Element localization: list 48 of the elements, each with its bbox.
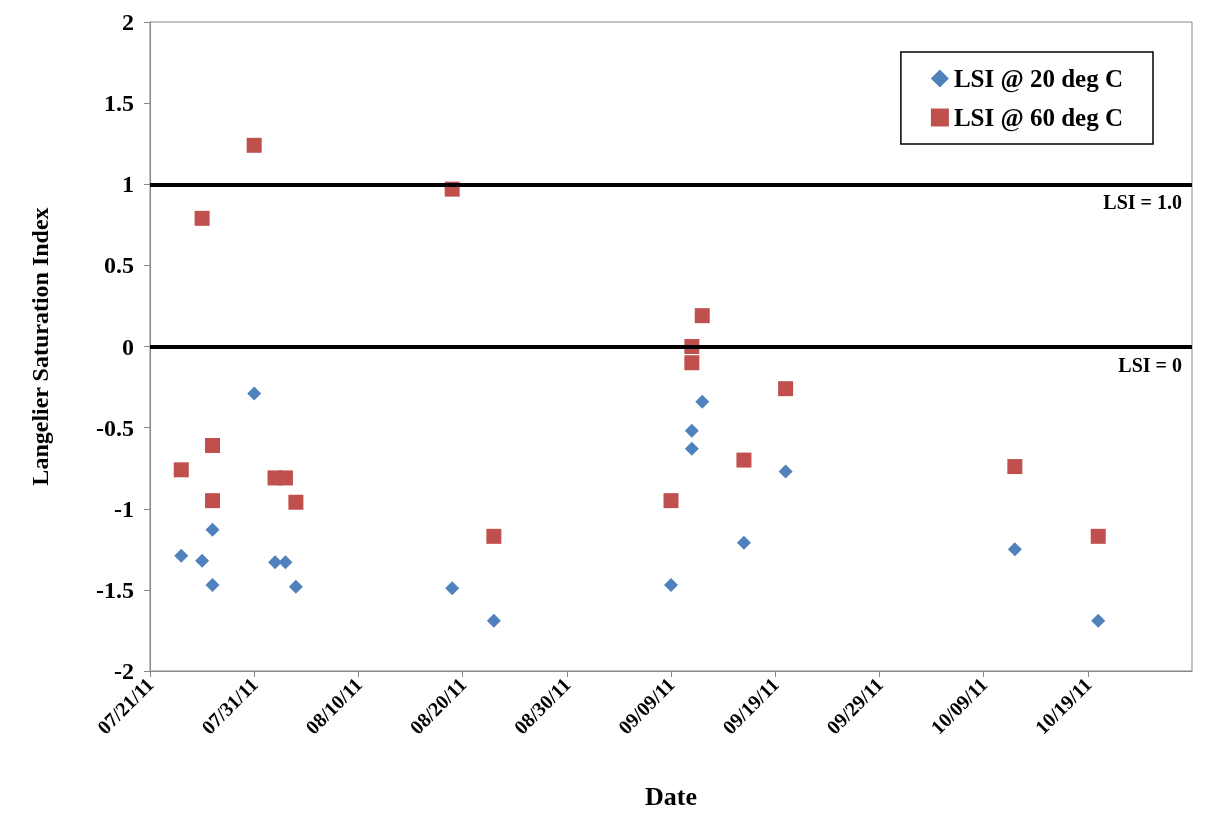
point — [247, 386, 262, 401]
point — [736, 452, 752, 468]
legend-label: LSI @ 20 deg C — [953, 65, 1124, 93]
legend-label: LSI @ 60 deg C — [953, 104, 1124, 132]
point — [445, 581, 460, 596]
point — [173, 462, 189, 478]
x-axis-title: Date — [645, 781, 697, 811]
point — [663, 493, 679, 509]
y-tick-label: -2 — [114, 658, 134, 684]
point — [268, 555, 283, 570]
point — [195, 553, 210, 568]
y-tick-label: 1.5 — [104, 90, 134, 117]
point — [205, 437, 221, 453]
point — [684, 355, 700, 371]
ref-line-label: LSI = 1.0 — [1103, 191, 1182, 214]
ref-line-label: LSI = 0 — [1118, 353, 1182, 376]
point — [205, 578, 220, 593]
point — [736, 535, 751, 550]
point — [277, 470, 293, 486]
y-tick-label: 0 — [122, 333, 134, 360]
point — [1091, 613, 1106, 628]
point — [174, 548, 189, 563]
y-tick-label: -1 — [114, 495, 134, 522]
y-tick-label: 0.5 — [104, 252, 134, 279]
point — [288, 494, 304, 510]
point — [246, 137, 262, 153]
point — [1090, 528, 1106, 544]
point — [664, 578, 678, 593]
point — [288, 579, 303, 594]
point — [194, 210, 210, 226]
y-tick-label: -0.5 — [96, 414, 134, 441]
y-axis-title: Langelier Saturation Index — [27, 207, 53, 486]
y-tick-label: -1.5 — [96, 576, 134, 603]
point — [205, 522, 220, 537]
point — [486, 613, 501, 628]
point — [778, 464, 793, 479]
point — [1007, 542, 1022, 557]
point — [684, 423, 699, 438]
point — [278, 555, 293, 570]
point — [695, 394, 710, 409]
point — [778, 381, 794, 397]
point — [684, 441, 699, 456]
point — [486, 528, 502, 544]
point — [205, 493, 221, 509]
y-tick-label: 1 — [122, 171, 134, 198]
y-tick-label: 2 — [122, 9, 134, 35]
point — [1007, 459, 1023, 475]
point — [694, 308, 710, 324]
